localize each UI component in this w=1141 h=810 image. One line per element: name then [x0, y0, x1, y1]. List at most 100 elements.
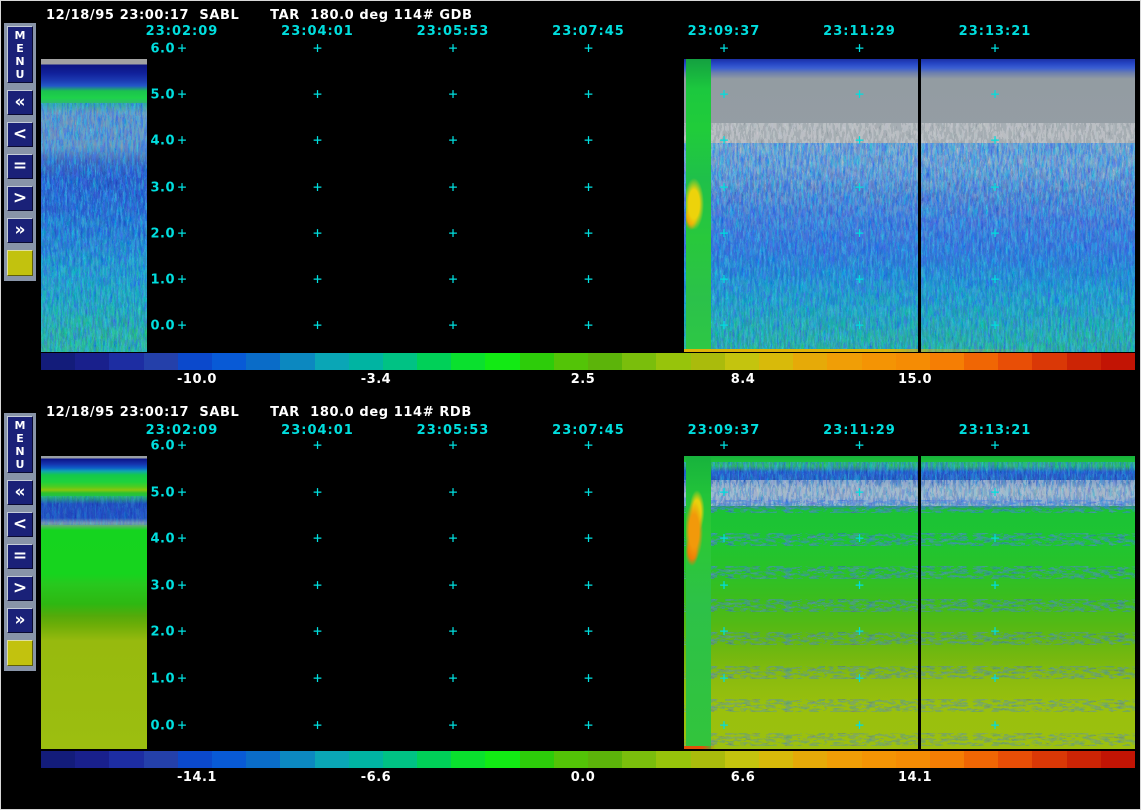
colorbar-cell: [656, 751, 691, 768]
colorbar-tick-label: 0.0: [570, 770, 596, 785]
colorbar-cell: [895, 353, 930, 370]
colorbar-cell: [758, 353, 794, 370]
fast-forward-button[interactable]: »: [7, 608, 33, 633]
colorbar-tick-label: -14.1: [177, 770, 217, 785]
colorbar-cell: [109, 751, 144, 768]
colorbar-cell: [246, 751, 281, 768]
echo-layer-band: [684, 599, 1135, 612]
colorbar-cell: [622, 353, 657, 370]
colorbar-cell: [451, 751, 486, 768]
altitude-tick-label: 6.0: [150, 41, 175, 57]
noise-texture-layer: [684, 143, 1135, 352]
colorbar-tick-label: 14.1: [897, 770, 933, 785]
altitude-tick-label: 4.0: [150, 133, 175, 149]
echo-layer-band: [684, 632, 1135, 645]
colorbar-cell: [827, 353, 862, 370]
colorbar-cell: [622, 751, 657, 768]
colorbar-cell: [793, 751, 828, 768]
x-axis-labels: 23:02:09 23:04:01 23:05:53 23:07:45 23:09:37…: [1, 24, 1140, 39]
colorbar-cell: [1066, 353, 1101, 370]
colorbar-cell: [827, 751, 862, 768]
pause-button[interactable]: =: [7, 154, 33, 179]
colorbar-cell: [109, 353, 144, 370]
noise-texture-layer: [41, 103, 147, 352]
backscatter-image-left-segment: [41, 456, 147, 749]
time-tick-label: 23:11:29: [823, 24, 896, 39]
noise-texture-layer: [41, 187, 147, 352]
colorbar-cell: [41, 353, 76, 370]
time-tick-label: 23:07:45: [552, 423, 625, 438]
colorbar-cell: [588, 751, 623, 768]
colorbar-cell: [861, 353, 896, 370]
backscatter-image-left-segment: [41, 59, 147, 352]
time-tick-label: 23:09:37: [687, 24, 761, 39]
near-field-return-column: [686, 59, 711, 352]
time-tick-label: 23:04:01: [281, 24, 354, 39]
color-swatch[interactable]: [7, 640, 33, 666]
echo-layer-band: [684, 666, 1135, 679]
colorbar-cell: [382, 751, 418, 768]
colorbar-cell: [75, 751, 110, 768]
step-forward-button[interactable]: >: [7, 186, 33, 211]
echo-layer-band: [684, 500, 1135, 513]
control-sidebar: MENU « < = > »: [4, 23, 36, 281]
colorbar-cell: [929, 353, 965, 370]
y-axis-labels: 6.0 5.0 4.0 3.0 2.0 1.0 0.0: [1, 396, 1140, 809]
control-sidebar: MENU « < = > »: [4, 413, 36, 671]
menu-button[interactable]: MENU: [7, 416, 33, 473]
altitude-tick-label: 0.0: [150, 318, 175, 334]
colorbar-tick-label: -10.0: [177, 372, 217, 387]
colorbar-cell: [588, 353, 623, 370]
colorbar-cell: [348, 751, 383, 768]
step-back-button[interactable]: <: [7, 122, 33, 147]
pause-button[interactable]: =: [7, 544, 33, 569]
record-gap-line: [918, 59, 921, 352]
colorbar-cell: [964, 353, 999, 370]
altitude-tick-label: 1.0: [150, 671, 175, 687]
step-back-button[interactable]: <: [7, 512, 33, 537]
fast-forward-button[interactable]: »: [7, 218, 33, 243]
time-tick-label: 23:02:09: [145, 423, 219, 438]
colorbar-cell: [280, 751, 315, 768]
altitude-tick-label: 6.0: [150, 438, 175, 454]
fast-rewind-button[interactable]: «: [7, 480, 33, 505]
time-tick-label: 23:13:21: [958, 24, 1032, 39]
colorbar-cell: [895, 751, 930, 768]
colorbar-cell: [314, 751, 349, 768]
colorbar-tick-label: 2.5: [570, 372, 596, 387]
colorbar-cell: [485, 751, 520, 768]
colorbar-cell: [485, 353, 520, 370]
noise-texture-layer: [41, 496, 147, 525]
altitude-tick-label: 3.0: [150, 180, 175, 196]
altitude-tick-label: 1.0: [150, 272, 175, 288]
colorbar-cell: [246, 353, 281, 370]
y-axis-labels: 6.0 5.0 4.0 3.0 2.0 1.0 0.0: [1, 1, 1140, 396]
step-forward-button[interactable]: >: [7, 576, 33, 601]
colorbar-cell: [1100, 751, 1135, 768]
menu-button[interactable]: MENU: [7, 26, 33, 83]
fast-rewind-button[interactable]: «: [7, 90, 33, 115]
colorbar-cell: [143, 751, 178, 768]
surface-return-line: [684, 746, 1135, 749]
colorbar-cell: [75, 353, 110, 370]
x-axis-labels: 23:02:09 23:04:01 23:05:53 23:07:45 23:09:37…: [1, 423, 1140, 438]
colorbar-cell: [519, 751, 554, 768]
colorbar: [41, 751, 1135, 768]
altitude-tick-label: 5.0: [150, 87, 175, 103]
colorbar-cell: [758, 751, 794, 768]
colorbar-cell: [656, 353, 691, 370]
time-tick-label: 23:11:29: [823, 423, 896, 438]
colorbar-tick-label: 15.0: [897, 372, 933, 387]
altitude-tick-label: 0.0: [150, 718, 175, 734]
colorbar-cell: [724, 353, 759, 370]
altitude-tick-label: 3.0: [150, 578, 175, 594]
colorbar-cell: [553, 751, 588, 768]
colorbar-cell: [177, 751, 212, 768]
colorbar-ticks: -14.1 -6.6 0.0 6.6 14.1: [1, 770, 1140, 785]
colorbar-cell: [1032, 353, 1067, 370]
time-tick-label: 23:07:45: [552, 24, 625, 39]
color-swatch[interactable]: [7, 250, 33, 276]
colorbar-cell: [417, 353, 452, 370]
colorbar-cell: [314, 353, 349, 370]
